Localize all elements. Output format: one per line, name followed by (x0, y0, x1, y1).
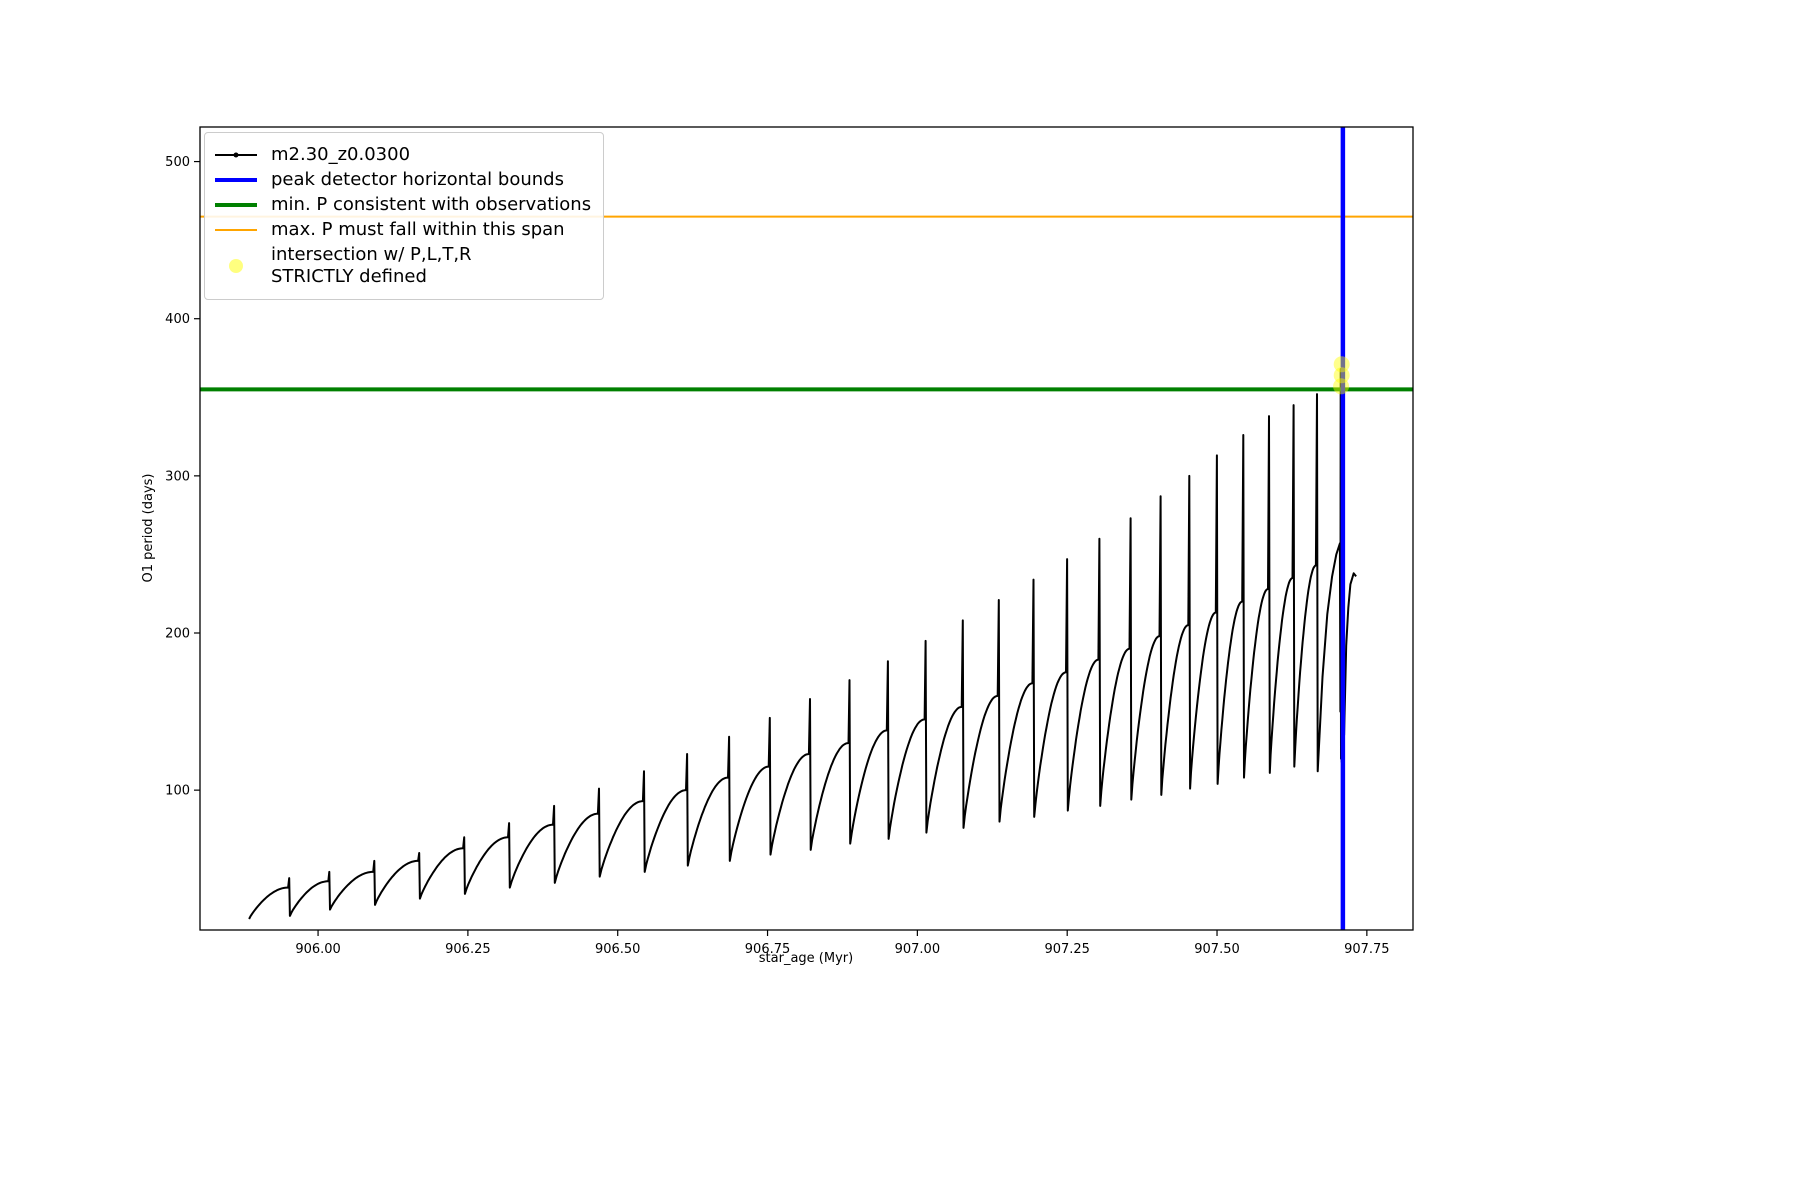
series-line (248, 368, 1357, 920)
intersection-marker (1333, 367, 1350, 384)
legend-dot-sample (215, 258, 257, 273)
legend-entry: peak detector horizontal bounds (215, 169, 591, 191)
legend-label: intersection w/ P,L,T,R STRICTLY defined (271, 243, 472, 287)
x-tick-label: 907.50 (1194, 942, 1240, 957)
intersection-marker (1333, 356, 1350, 373)
line-sample-icon (215, 202, 257, 207)
x-tick-label: 907.00 (895, 942, 941, 957)
x-tick-label: 907.25 (1044, 942, 1090, 957)
legend-line-sample (215, 202, 257, 207)
x-tick-label: 906.75 (745, 942, 791, 957)
x-tick-label: 907.75 (1344, 942, 1390, 957)
y-tick-label: 200 (165, 627, 190, 642)
legend-entry: max. P must fall within this span (215, 219, 591, 241)
legend-label: peak detector horizontal bounds (271, 168, 564, 190)
y-axis-label: O1 period (days) (141, 473, 156, 582)
point-marker-icon (233, 152, 239, 158)
legend-line-sample (215, 228, 257, 231)
x-axis-label: star_age (Myr) (759, 951, 853, 966)
legend-entry: m2.30_z0.0300 (215, 144, 591, 166)
x-tick-label: 906.50 (595, 942, 641, 957)
y-tick-label: 500 (165, 155, 190, 170)
line-sample-icon (215, 228, 257, 231)
legend-entry: min. P consistent with observations (215, 194, 591, 216)
legend-line-sample (215, 177, 257, 182)
legend-label: m2.30_z0.0300 (271, 144, 411, 165)
legend-label: max. P must fall within this span (271, 218, 565, 240)
legend-label: min. P consistent with observations (271, 193, 592, 215)
y-tick-label: 300 (165, 469, 190, 484)
intersection-marker (1333, 378, 1350, 395)
y-tick-label: 400 (165, 312, 190, 327)
legend-line-sample (215, 152, 257, 158)
scatter-marker-icon (229, 258, 243, 273)
y-tick-label: 100 (165, 784, 190, 799)
line-sample-icon (215, 177, 257, 182)
x-tick-label: 906.00 (295, 942, 341, 957)
x-tick-label: 906.25 (445, 942, 491, 957)
axes-frame (199, 126, 1414, 931)
legend-entry: intersection w/ P,L,T,R STRICTLY defined (215, 244, 591, 288)
